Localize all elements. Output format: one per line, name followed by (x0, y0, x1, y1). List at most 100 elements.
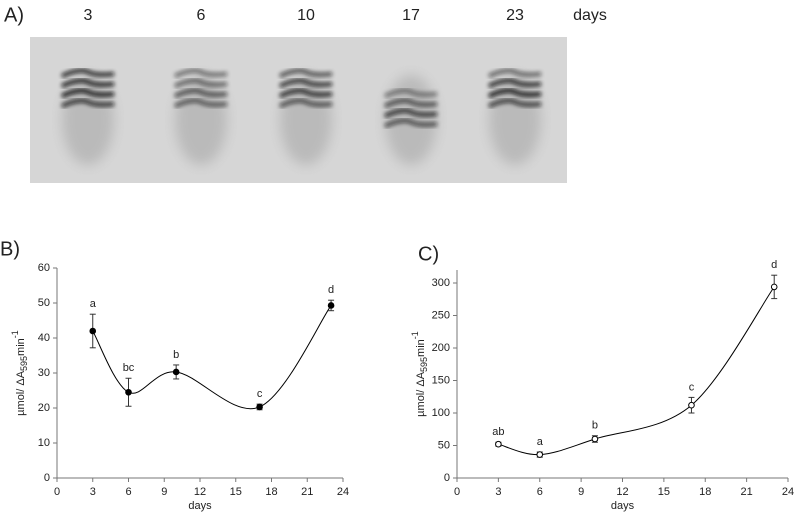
gel-band (279, 68, 333, 78)
gel-band (488, 88, 542, 98)
panel-label: C) (418, 243, 439, 265)
gel-band (279, 98, 333, 108)
gel-band (174, 78, 228, 88)
x-tick-label: 15 (658, 486, 670, 498)
gel-band (61, 98, 115, 108)
y-axis-title-sub: 595 (19, 356, 29, 371)
significance-label: d (771, 259, 777, 271)
y-axis-title-sub: 595 (419, 357, 429, 372)
y-axis-title-text: µmol/ ΔA (15, 370, 27, 416)
gel-band (174, 88, 228, 98)
y-tick-label: 60 (38, 262, 50, 274)
trend-line (92, 305, 332, 410)
x-tick-label: 21 (301, 486, 313, 498)
y-tick-label: 150 (432, 374, 450, 386)
data-point (536, 451, 544, 458)
y-tick-label: 0 (444, 472, 450, 484)
x-tick-label: 21 (741, 486, 753, 498)
x-axis-title: days (188, 500, 212, 512)
lane-smear (280, 75, 332, 165)
y-tick-label: 50 (38, 297, 50, 309)
x-tick-label: 24 (782, 486, 794, 498)
significance-label: a (537, 436, 544, 448)
x-tick-label: 12 (194, 486, 206, 498)
x-tick-label: 3 (90, 486, 96, 498)
significance-label: b (173, 349, 179, 361)
gel-band (384, 118, 438, 128)
gel-band (488, 78, 542, 88)
x-tick-label: 0 (54, 486, 60, 498)
x-tick-label: 9 (578, 486, 584, 498)
y-tick-label: 100 (432, 407, 450, 419)
x-tick-label: 9 (161, 486, 167, 498)
x-tick-label: 15 (230, 486, 242, 498)
gel-band (174, 98, 228, 108)
y-axis-title-sup: -1 (410, 331, 420, 339)
lane-label: 10 (297, 7, 315, 24)
y-tick-label: 10 (38, 437, 50, 449)
x-tick-label: 6 (125, 486, 131, 498)
lane-label: 3 (84, 7, 93, 24)
lane-smear (62, 75, 114, 165)
significance-label: a (90, 298, 97, 310)
x-tick-label: 18 (699, 486, 711, 498)
y-tick-label: 0 (44, 472, 50, 484)
y-axis-title-text: µmol/ ΔA (415, 371, 427, 417)
data-point (125, 388, 132, 396)
data-point (591, 435, 599, 443)
y-axis-title: µmol/ ΔA595min-1 (410, 331, 429, 417)
data-point (256, 403, 263, 411)
gel-band (174, 68, 228, 78)
data-point (89, 327, 97, 335)
significance-label: d (328, 284, 334, 296)
panel-label: A) (4, 4, 24, 26)
gel-band (61, 78, 115, 88)
significance-label: b (592, 420, 598, 432)
gel-band (384, 108, 438, 118)
y-axis-title-base: min (15, 338, 27, 356)
gel-band (279, 88, 333, 98)
data-point (770, 283, 778, 291)
x-axis-title: days (611, 500, 635, 512)
y-tick-label: 30 (38, 367, 50, 379)
gel-band (384, 98, 438, 108)
lane-smear (489, 75, 541, 165)
y-tick-label: 200 (432, 342, 450, 354)
significance-label: c (689, 381, 695, 393)
y-tick-label: 50 (438, 439, 450, 451)
data-point (688, 401, 695, 409)
y-axis-title: µmol/ ΔA595min-1 (10, 330, 29, 416)
gel-bands (61, 68, 542, 165)
y-axis-title-base: min (415, 339, 427, 357)
gel-band (61, 88, 115, 98)
data-point (172, 368, 180, 376)
gel-unit: days (573, 7, 607, 24)
significance-label: bc (123, 362, 135, 374)
lane-smear (175, 75, 227, 165)
significance-label: ab (492, 426, 504, 438)
gel-band (61, 68, 115, 78)
x-tick-label: 24 (337, 486, 349, 498)
x-tick-label: 12 (616, 486, 628, 498)
gel-band (488, 98, 542, 108)
lane-label: 17 (402, 7, 420, 24)
data-point (495, 440, 502, 448)
significance-label: c (257, 388, 263, 400)
x-tick-label: 6 (537, 486, 543, 498)
x-tick-label: 18 (265, 486, 277, 498)
gel-band (488, 68, 542, 78)
y-tick-label: 250 (432, 309, 450, 321)
y-axis-title-sup: -1 (10, 330, 20, 338)
y-tick-label: 40 (38, 332, 50, 344)
lane-label: 6 (197, 7, 206, 24)
gel-band (279, 78, 333, 88)
trend-line (498, 286, 775, 456)
gel-band (384, 88, 438, 98)
x-tick-label: 0 (454, 486, 460, 498)
data-point (327, 302, 335, 309)
panel-label: B) (0, 238, 20, 260)
x-tick-label: 3 (495, 486, 501, 498)
y-tick-label: 300 (432, 277, 450, 289)
lane-label: 23 (506, 7, 524, 24)
